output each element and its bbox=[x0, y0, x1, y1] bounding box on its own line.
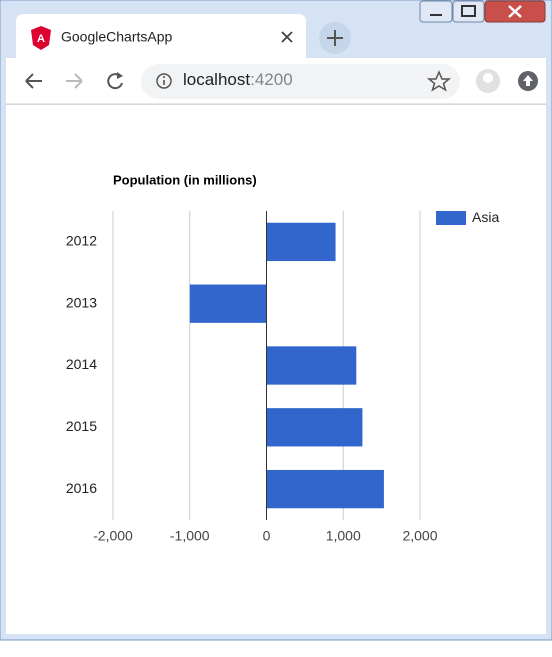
tab-title: GoogleChartsApp bbox=[61, 29, 173, 45]
bar bbox=[266, 222, 336, 262]
y-tick-label: 2012 bbox=[66, 233, 97, 249]
y-tick-label: 2015 bbox=[66, 418, 97, 434]
maximize-icon bbox=[461, 5, 476, 17]
tab-close[interactable] bbox=[281, 31, 293, 43]
url-port: :4200 bbox=[250, 70, 293, 89]
url-host: localhost bbox=[183, 70, 250, 89]
legend-label: Asia bbox=[472, 209, 499, 225]
maximize-button[interactable] bbox=[452, 0, 485, 23]
bar bbox=[266, 346, 357, 385]
update-icon bbox=[523, 75, 533, 86]
chart-title: Population (in millions) bbox=[113, 172, 257, 187]
url: localhost:4200 bbox=[183, 70, 293, 89]
close-icon bbox=[508, 5, 522, 18]
site-info-icon[interactable] bbox=[156, 73, 172, 89]
x-tick-label: 0 bbox=[263, 528, 271, 544]
bar bbox=[266, 469, 384, 509]
x-tick-label: -1,000 bbox=[170, 528, 210, 544]
legend-swatch bbox=[436, 211, 466, 225]
y-tick-label: 2016 bbox=[66, 480, 97, 496]
minimize-button[interactable] bbox=[419, 0, 453, 23]
reload-button[interactable] bbox=[107, 73, 123, 90]
x-tick-label: -2,000 bbox=[93, 528, 133, 544]
angular-icon bbox=[31, 26, 51, 50]
site-info-dot bbox=[163, 76, 165, 78]
address-bar[interactable] bbox=[141, 64, 460, 99]
x-tick-label: 2,000 bbox=[402, 528, 437, 544]
x-tick-label: 1,000 bbox=[326, 528, 361, 544]
tab[interactable] bbox=[16, 14, 306, 60]
new-tab-icon bbox=[327, 30, 343, 46]
bar bbox=[266, 408, 363, 447]
forward-button[interactable] bbox=[66, 73, 83, 89]
profile-head bbox=[483, 73, 493, 83]
chart: Population (in millions) -2,000 -1,000 0 1,… bbox=[66, 172, 500, 543]
reload-arrow bbox=[117, 72, 123, 79]
back-button[interactable] bbox=[25, 73, 42, 89]
y-tick-label: 2013 bbox=[66, 294, 97, 310]
bar bbox=[189, 284, 267, 323]
y-tick-label: 2014 bbox=[66, 356, 97, 372]
bookmark-star[interactable] bbox=[426, 70, 452, 92]
angular-icon-letter: A bbox=[37, 33, 45, 45]
